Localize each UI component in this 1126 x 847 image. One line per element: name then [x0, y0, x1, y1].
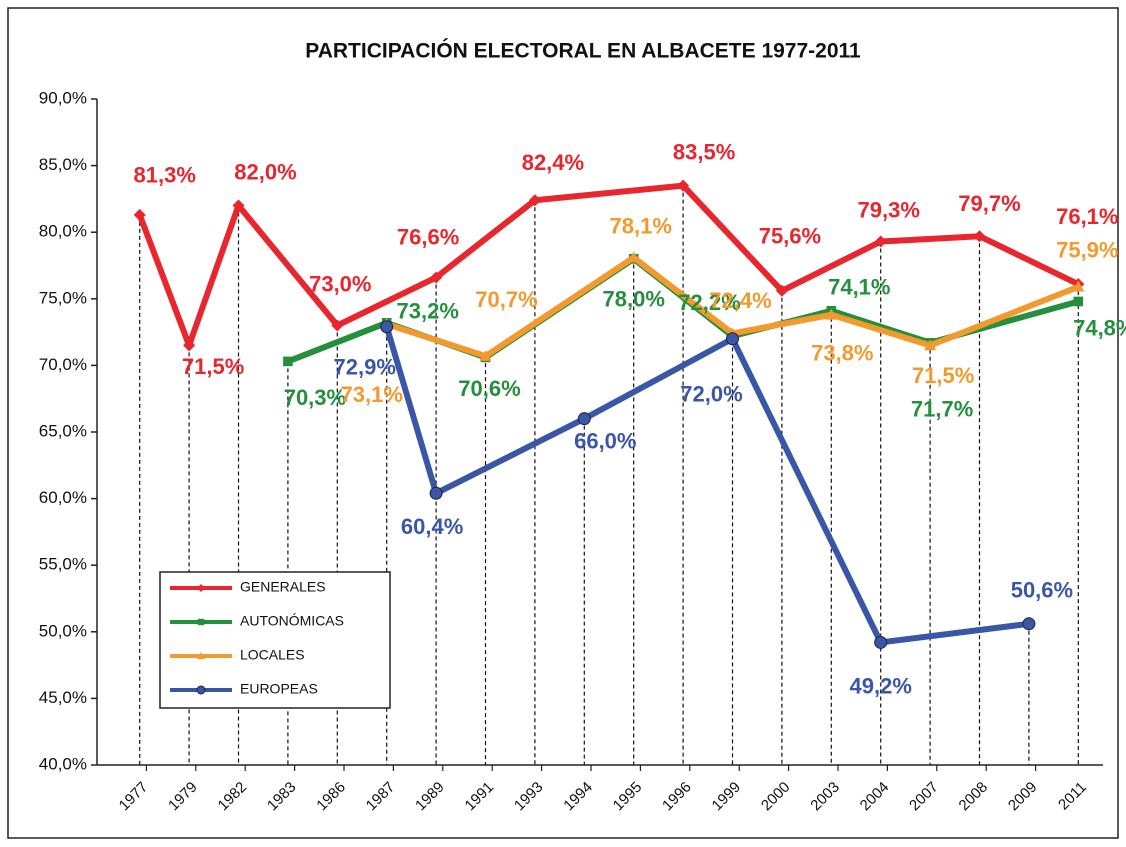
marker	[380, 320, 394, 334]
data-label: 73,0%	[309, 271, 371, 296]
marker	[479, 350, 492, 361]
marker	[973, 230, 986, 243]
data-label: 82,0%	[234, 159, 296, 184]
frame	[7, 7, 1119, 839]
marker	[627, 251, 640, 263]
data-label: 81,3%	[134, 163, 196, 188]
marker	[429, 486, 443, 500]
y-tick-label: 50,0%	[39, 621, 87, 640]
marker	[1073, 296, 1084, 307]
marker	[197, 618, 205, 626]
y-tick-label: 75,0%	[39, 288, 87, 307]
marker	[677, 179, 690, 192]
data-label: 75,9%	[1056, 238, 1118, 263]
data-label: 82,4%	[522, 150, 584, 175]
y-tick-label: 55,0%	[39, 555, 87, 574]
marker	[196, 685, 206, 695]
data-label: 70,7%	[475, 287, 537, 312]
drop-lines	[139, 185, 1079, 765]
marker	[197, 652, 205, 660]
marker	[232, 199, 245, 212]
data-label: 50,6%	[1011, 578, 1073, 603]
data-label: 66,0%	[574, 428, 636, 453]
legend-box	[159, 571, 391, 709]
data-label: 76,1%	[1056, 204, 1118, 229]
y-tick-label: 40,0%	[39, 754, 87, 773]
data-label: 73,2%	[397, 299, 459, 324]
marker	[1022, 617, 1036, 631]
legend: GENERALES AUTONÓMICAS LOCALES EUROPEAS	[159, 571, 391, 709]
data-labels: 81,3% 71,5% 82,0% 73,0% 76,6% 82,4% 83,5% 75,6%…	[134, 139, 1126, 698]
data-label: 72,4%	[709, 288, 771, 313]
data-label: 73,8%	[811, 341, 873, 366]
marker	[528, 194, 541, 207]
marker	[577, 412, 591, 426]
marker	[726, 332, 739, 346]
data-label: 76,6%	[397, 224, 459, 249]
y-tick-label: 45,0%	[39, 688, 87, 707]
y-tick-label: 80,0%	[39, 222, 87, 241]
data-label: 79,7%	[958, 191, 1020, 216]
data-label: 71,5%	[182, 354, 244, 379]
data-label: 71,5%	[912, 363, 974, 388]
y-tick-label: 70,0%	[39, 355, 87, 374]
marker	[197, 584, 205, 592]
data-label: 74,1%	[828, 275, 890, 300]
marker	[430, 271, 443, 284]
marker	[133, 208, 146, 221]
y-tick-label: 65,0%	[39, 421, 87, 440]
data-label: 75,6%	[759, 224, 821, 249]
data-label: 83,5%	[673, 139, 735, 164]
data-label: 74,8%	[1073, 315, 1126, 340]
data-label: 73,1%	[341, 382, 403, 407]
marker	[825, 308, 838, 320]
legend-label: EUROPEAS	[240, 681, 318, 697]
legend-label: AUTONÓMICAS	[240, 613, 344, 629]
data-label: 71,7%	[911, 397, 973, 422]
data-label: 78,0%	[603, 287, 665, 312]
plot	[133, 179, 1085, 649]
data-label: 72,9%	[334, 355, 396, 380]
marker	[183, 339, 196, 352]
marker	[775, 284, 788, 297]
data-label: 49,2%	[850, 673, 912, 698]
data-label: 72,2%	[678, 290, 740, 315]
y-tick-label: 90,0%	[39, 88, 87, 107]
y-tick-label: 60,0%	[39, 488, 87, 507]
legend-label: GENERALES	[240, 579, 326, 595]
legend-label: LOCALES	[240, 647, 305, 663]
marker	[1072, 280, 1085, 292]
y-tick-label: 85,0%	[39, 155, 87, 174]
marker	[874, 635, 888, 649]
data-label: 78,1%	[610, 213, 672, 238]
data-label: 72,0%	[680, 382, 742, 407]
chart-title: PARTICIPACIÓN ELECTORAL EN ALBACETE 1977…	[305, 39, 861, 63]
marker	[283, 356, 293, 367]
series-line	[383, 325, 1030, 646]
data-label: 79,3%	[858, 197, 920, 222]
data-label: 60,4%	[401, 514, 463, 539]
data-label: 70,3%	[284, 385, 346, 410]
marker	[924, 339, 937, 351]
marker	[331, 319, 344, 332]
data-label: 70,6%	[458, 376, 520, 401]
marker	[874, 235, 887, 248]
